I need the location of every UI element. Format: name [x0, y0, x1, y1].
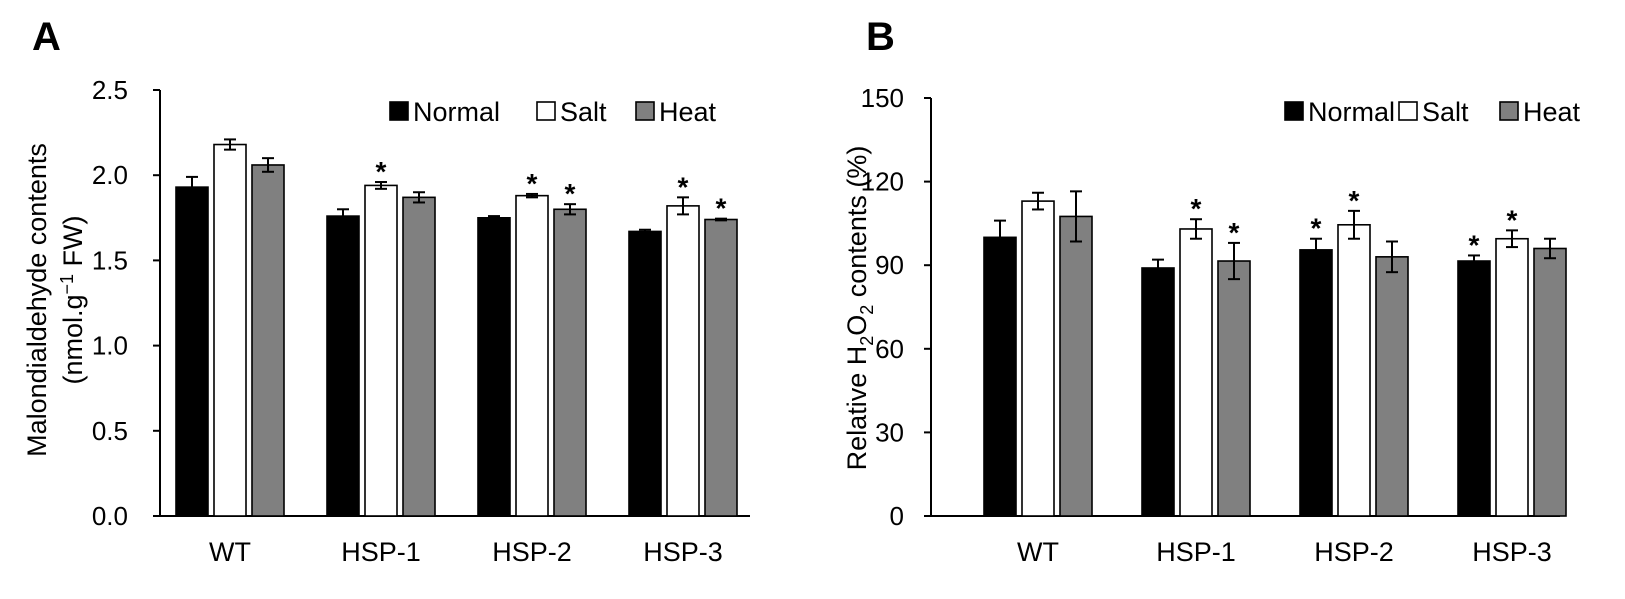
- panel-a-y-tick-label: 2.0: [92, 160, 128, 190]
- panel-a-significance-marker: *: [565, 178, 576, 209]
- panel-b-category-label: HSP-2: [1314, 537, 1394, 567]
- panel-b-y-tick-label: 60: [875, 334, 904, 364]
- panel-a-legend-label-normal: Normal: [413, 97, 500, 127]
- panel-a-y-axis-title-line1: Malondialdehyde contents: [22, 143, 52, 457]
- panel-a-y-tick-label: 0.5: [92, 416, 128, 446]
- panel-b-bar-heat: [1217, 260, 1251, 517]
- panel-b-y-tick-label: 0: [890, 501, 904, 531]
- panel-b-legend-label-heat: Heat: [1523, 97, 1581, 127]
- panel-b-significance-marker: *: [1469, 229, 1480, 260]
- panel-b-bar-salt: [1179, 228, 1213, 517]
- panel-b-bar-salt: [1337, 223, 1371, 517]
- panel-b-bar-salt: [1495, 237, 1529, 517]
- panel-b-category-label: WT: [1017, 537, 1059, 567]
- panel-a-category-label: HSP-1: [341, 537, 421, 567]
- panel-a-bar-heat: [402, 196, 436, 517]
- panel-b-bar-salt: [1021, 200, 1055, 517]
- panel-a-legend-swatch-heat: [635, 101, 655, 121]
- panel-a-plot: 0.0 0.5 1.0 1.5 2.0 2.5 WT HSP-1 * HSP-2 * * HSP-3 * *: [92, 75, 750, 567]
- panel-a-legend-swatch-normal: [389, 101, 409, 121]
- panel-a-legend-swatch-salt: [536, 101, 556, 121]
- panel-a-legend: Normal Salt Heat: [389, 97, 717, 127]
- panel-a: A Malondialdehyde contents (nmol.g−1 FW)…: [22, 15, 750, 567]
- panel-b-significance-marker: *: [1349, 185, 1360, 216]
- panel-b-legend-label-normal: Normal: [1308, 97, 1395, 127]
- panel-b-significance-marker: *: [1311, 213, 1322, 244]
- panel-b-bar-normal: [1141, 267, 1175, 517]
- panel-b-y-tick-label: 150: [861, 83, 904, 113]
- panel-a-bar-salt: [213, 143, 247, 517]
- panel-a-label: A: [32, 15, 61, 59]
- panel-b-legend-swatch-normal: [1284, 101, 1304, 121]
- panel-a-y-axis-title-line2: (nmol.g−1 FW): [57, 215, 88, 384]
- panel-a-category-label: WT: [209, 537, 251, 567]
- panel-b-y-tick-label: 30: [875, 417, 904, 447]
- panel-a-bar-normal: [628, 230, 662, 517]
- panel-b-significance-marker: *: [1191, 193, 1202, 224]
- panel-a-significance-marker: *: [376, 156, 387, 187]
- panel-a-bar-heat: [553, 208, 587, 517]
- panel-a-bar-normal: [175, 186, 209, 517]
- panel-b-label: B: [866, 15, 895, 59]
- panel-a-bar-heat: [704, 218, 738, 517]
- panel-a-significance-marker: *: [678, 171, 689, 202]
- panel-b-y-tick-label: 120: [861, 167, 904, 197]
- panel-b-category-label: HSP-1: [1156, 537, 1236, 567]
- panel-a-bar-heat: [251, 164, 285, 517]
- panel-a-legend-label-heat: Heat: [659, 97, 717, 127]
- panel-b-bar-normal: [1457, 260, 1491, 517]
- panel-a-category-label: HSP-2: [492, 537, 572, 567]
- panel-a-bar-salt: [666, 205, 700, 517]
- panel-a-y-tick-label: 0.0: [92, 501, 128, 531]
- panel-b-bar-heat: [1059, 215, 1093, 517]
- panel-b-bar-normal: [1299, 249, 1333, 517]
- panel-b-y-tick-label: 90: [875, 250, 904, 280]
- panel-a-bar-normal: [326, 215, 360, 517]
- panel-b-legend: Normal Salt Heat: [1284, 97, 1581, 127]
- panel-a-legend-label-salt: Salt: [560, 97, 607, 127]
- panel-b-bar-heat: [1375, 256, 1409, 517]
- panel-a-y-tick-label: 1.5: [92, 245, 128, 275]
- panel-b: B Relative H2O2 contents (%) 0 30 60 90 120 1…: [842, 15, 1581, 567]
- panel-b-plot: 0 30 60 90 120 150 WT HSP-1 * * HSP-2 * * HSP-3 * *: [861, 83, 1567, 567]
- panel-a-bar-normal: [477, 217, 511, 517]
- panel-b-legend-label-salt: Salt: [1422, 97, 1469, 127]
- panel-a-category-label: HSP-3: [643, 537, 723, 567]
- panel-b-significance-marker: *: [1229, 217, 1240, 248]
- panel-a-bar-salt: [364, 184, 398, 517]
- panel-b-legend-swatch-heat: [1499, 101, 1519, 121]
- panel-b-bar-normal: [983, 236, 1017, 517]
- panel-a-significance-marker: *: [716, 193, 727, 224]
- panel-a-y-tick-label: 1.0: [92, 331, 128, 361]
- panel-a-y-tick-label: 2.5: [92, 75, 128, 105]
- panel-b-y-axis-title: Relative H2O2 contents (%): [842, 146, 877, 471]
- panel-b-significance-marker: *: [1507, 204, 1518, 235]
- panel-a-y-axis-title: Malondialdehyde contents (nmol.g−1 FW): [22, 143, 88, 457]
- panel-a-bar-salt: [515, 194, 549, 517]
- panel-b-category-label: HSP-3: [1472, 537, 1552, 567]
- panel-a-significance-marker: *: [527, 168, 538, 199]
- panel-b-bar-heat: [1533, 247, 1567, 517]
- panel-b-legend-swatch-salt: [1398, 101, 1418, 121]
